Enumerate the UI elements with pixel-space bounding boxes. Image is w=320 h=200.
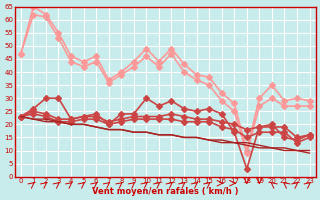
X-axis label: Vent moyen/en rafales ( km/h ): Vent moyen/en rafales ( km/h ) — [92, 187, 238, 196]
